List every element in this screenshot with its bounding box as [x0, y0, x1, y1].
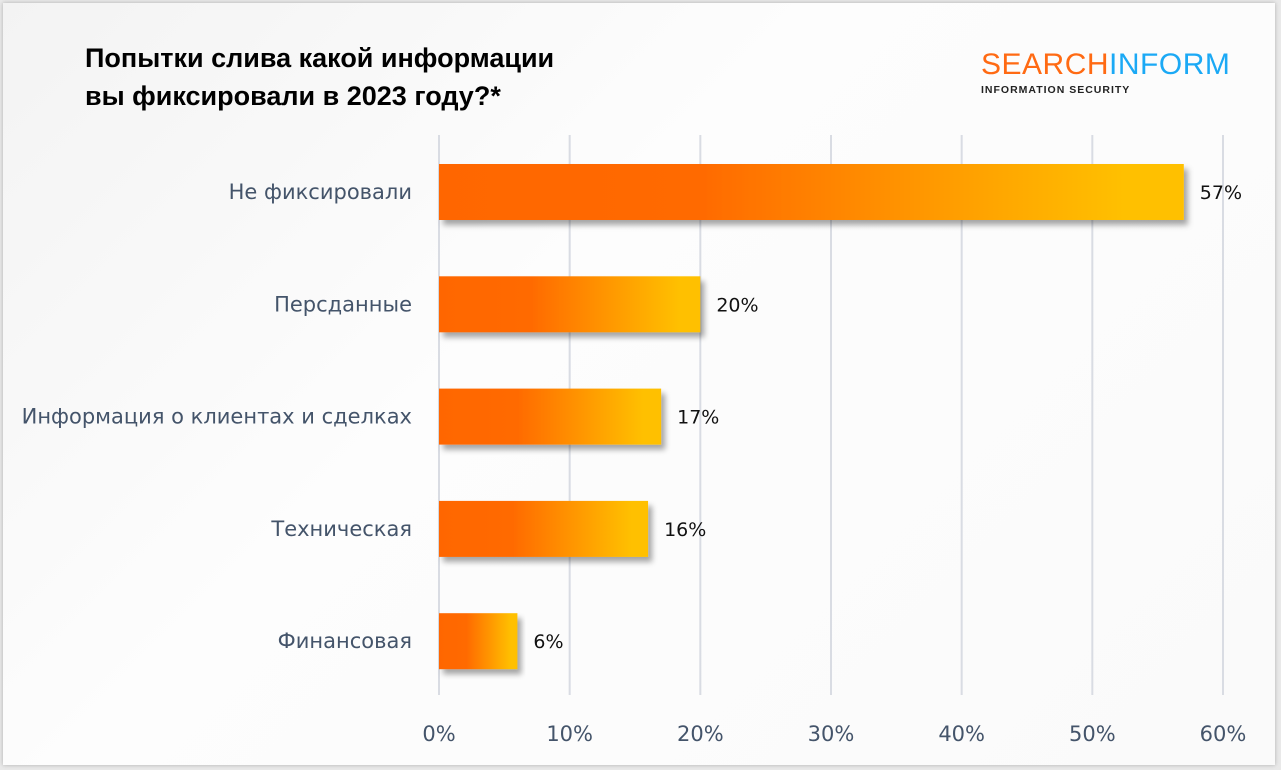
bar — [439, 388, 662, 445]
x-tick-label: 20% — [677, 722, 724, 746]
logo-part-2: INFORM — [1109, 48, 1231, 81]
chart-title: Попытки слива какой информации вы фиксир… — [85, 39, 685, 115]
category-label: Не фиксировали — [229, 180, 412, 204]
data-label: 57% — [1200, 182, 1242, 204]
data-label: 6% — [533, 631, 563, 653]
title-line-1: Попытки слива какой информации — [85, 43, 555, 73]
bar — [439, 613, 518, 670]
searchinform-logo: SEARCHINFORM INFORMATION SECURITY — [981, 48, 1231, 97]
x-tick-label: 0% — [422, 722, 455, 746]
logo-part-1: SEARCH — [981, 48, 1110, 81]
logo-tagline: INFORMATION SECURITY — [981, 84, 1131, 96]
data-label: 20% — [716, 294, 758, 316]
category-label: Финансовая — [278, 629, 412, 653]
title-line-2: вы фиксировали в 2023 году?* — [85, 81, 501, 111]
x-tick-label: 30% — [808, 722, 855, 746]
category-label: Техническая — [270, 517, 412, 541]
x-tick-label: 60% — [1200, 722, 1247, 746]
category-label: Персданные — [274, 292, 412, 316]
chart-card — [3, 3, 1275, 765]
bar — [439, 276, 701, 333]
x-tick-label: 10% — [546, 722, 593, 746]
bar — [439, 164, 1184, 220]
category-label: Информация о клиентах и сделках — [22, 405, 412, 429]
x-tick-label: 50% — [1069, 722, 1116, 746]
x-tick-label: 40% — [938, 722, 985, 746]
bar — [439, 500, 649, 557]
data-label: 17% — [677, 407, 719, 429]
data-label: 16% — [664, 519, 706, 541]
